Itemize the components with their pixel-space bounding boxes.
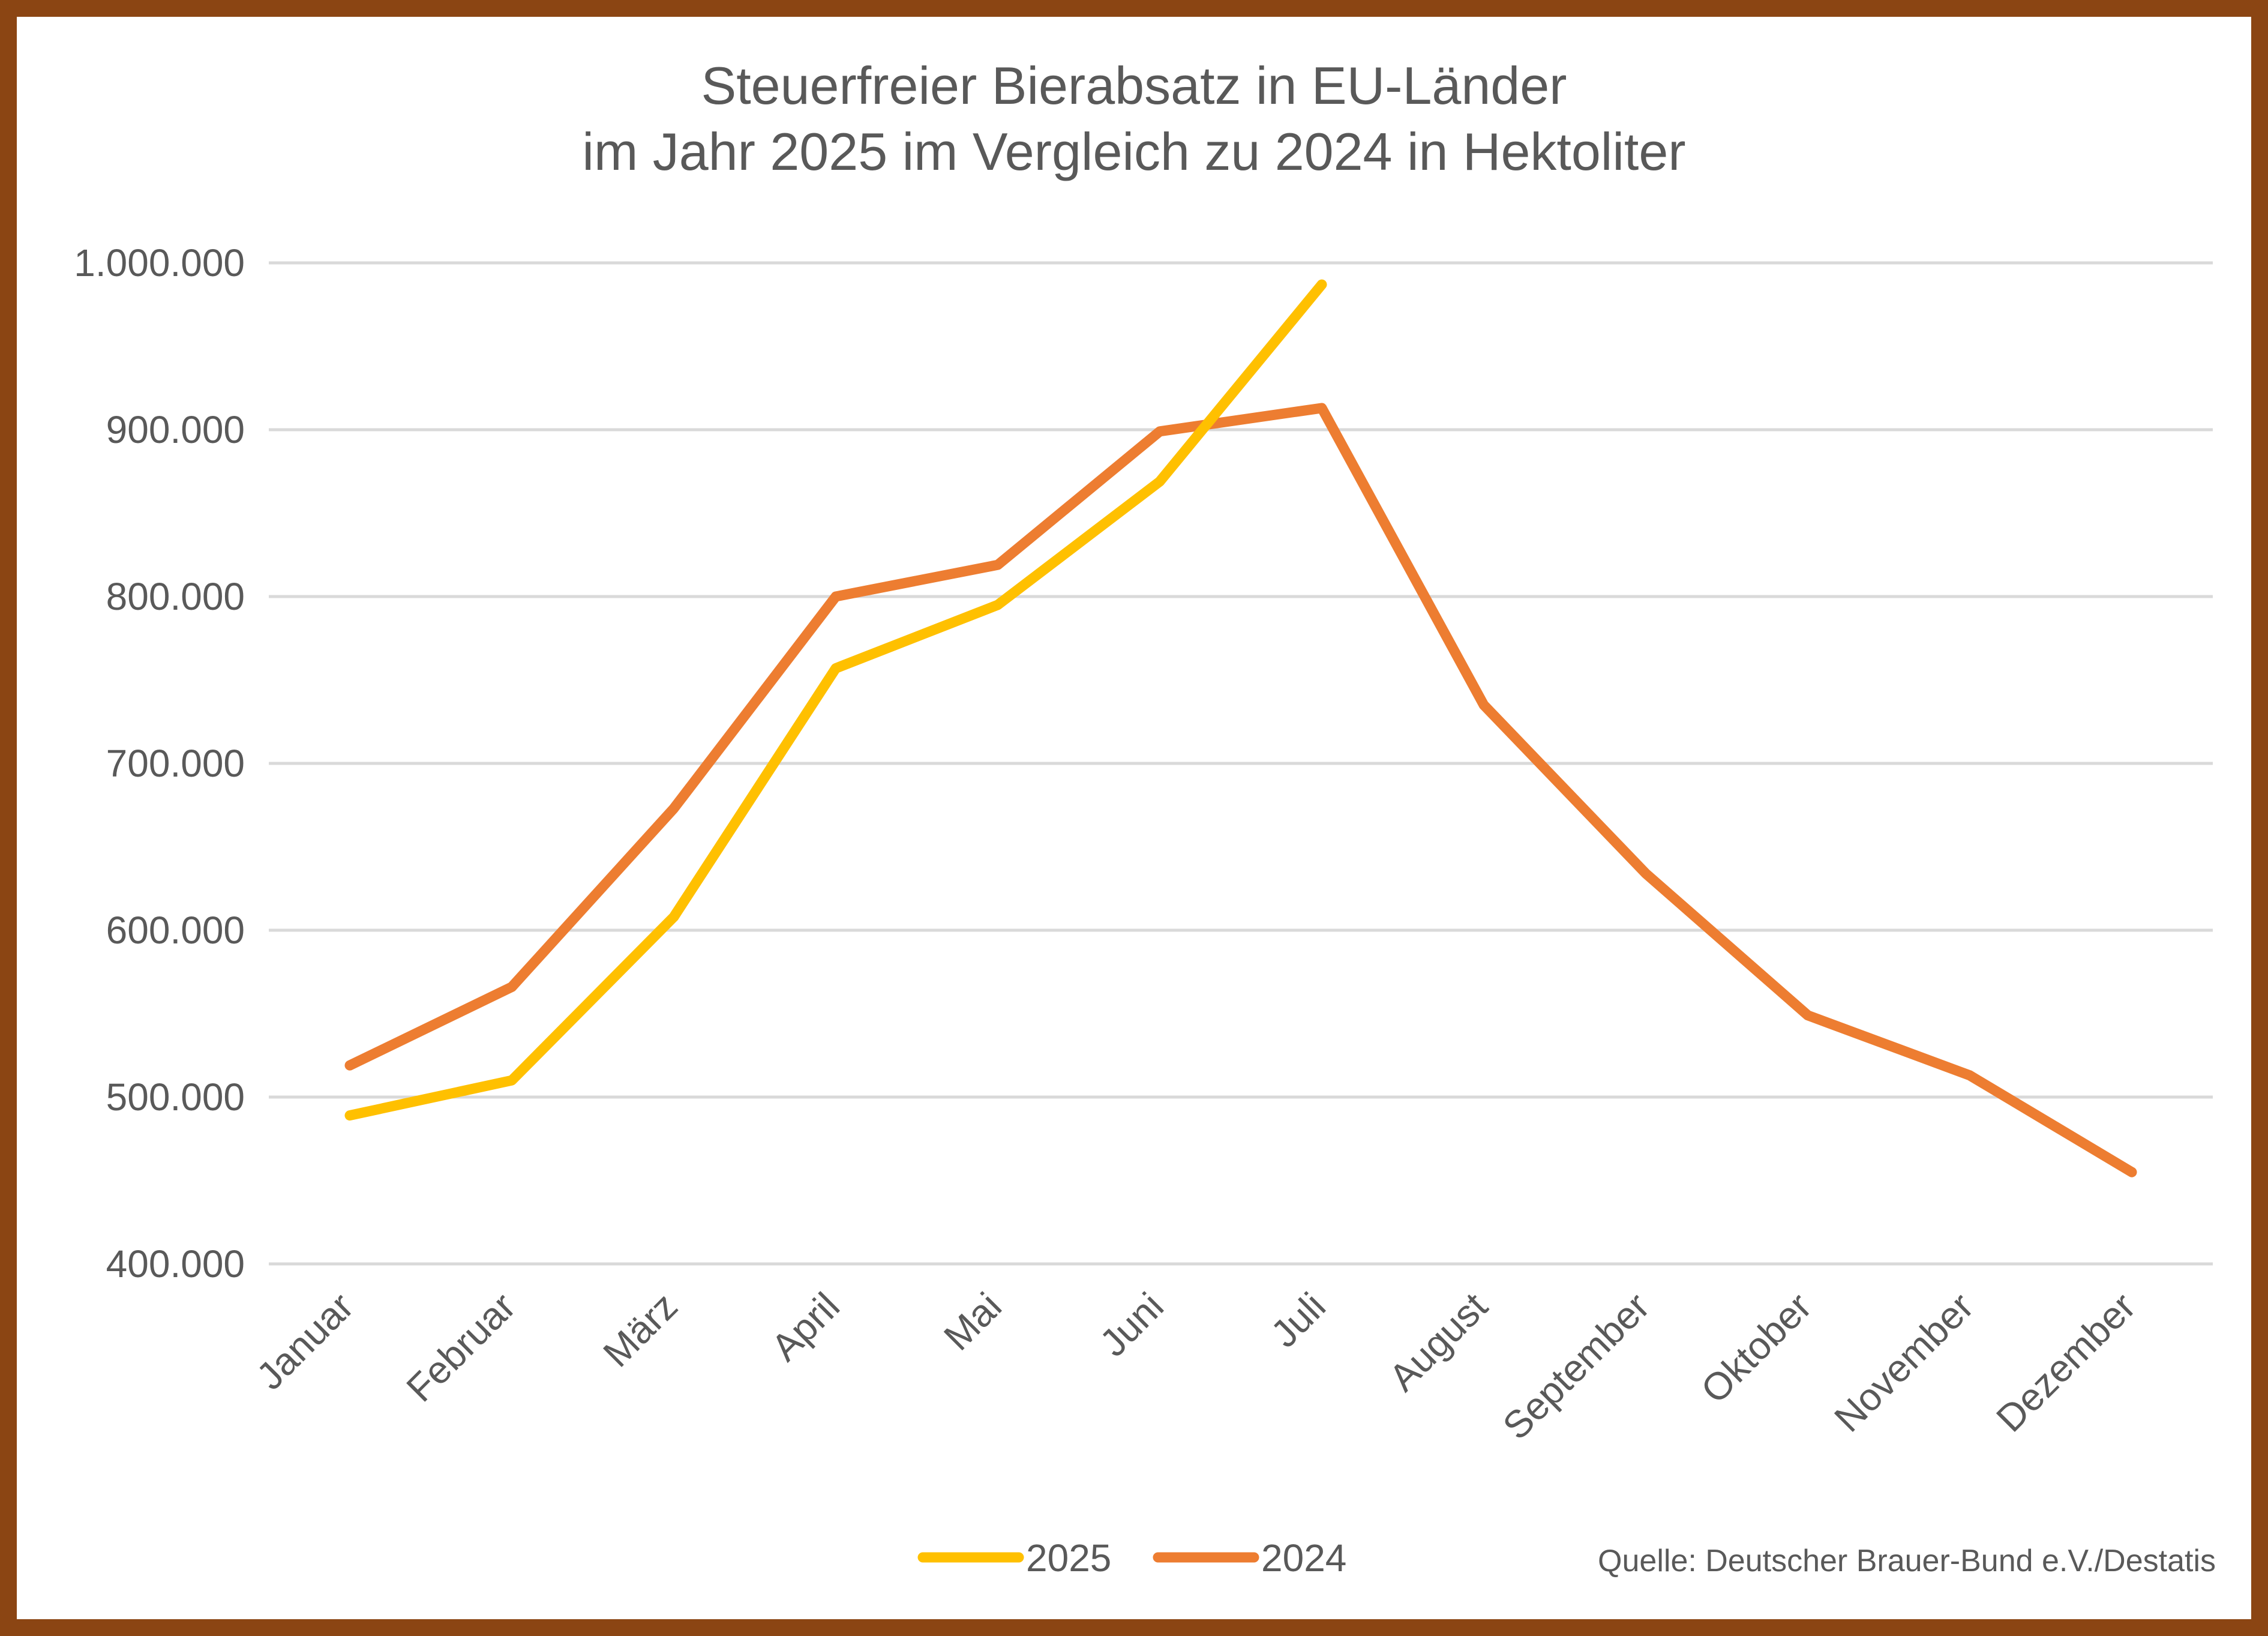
x-axis-ticks: Januar Februar März April Mai Juni Juli AugustS… (248, 1284, 2144, 1448)
chart-title-line-2: im Jahr 2025 im Vergleich zu 2024 in Hek… (582, 122, 1685, 181)
legend-label-2025: 2025 (1026, 1536, 1111, 1580)
x-tick-label: August (1381, 1284, 1496, 1400)
x-tick-label: Mai (935, 1284, 1010, 1359)
x-tick-label: Juli (1262, 1284, 1334, 1356)
y-tick-label: 900.000 (106, 408, 245, 451)
series-line-2025 (344, 279, 1327, 1121)
legend-label-2024: 2024 (1261, 1536, 1346, 1580)
x-tick-label: September (1495, 1284, 1658, 1448)
x-tick-label: Oktober (1693, 1284, 1820, 1412)
legend: 2025 2024 (917, 1536, 1346, 1580)
gridlines (269, 261, 2213, 1266)
source-note: Quelle: Deutscher Brauer-Bund e.V./Desta… (1598, 1544, 2216, 1578)
x-tick-label: Januar (248, 1284, 362, 1398)
y-axis-ticks: 400.000 500.000 600.000 700.000 800.000 900.0… (74, 241, 245, 1286)
series-lines (344, 279, 2137, 1177)
x-tick-label: April (763, 1284, 847, 1369)
y-tick-label: 700.000 (106, 742, 245, 785)
x-tick-label: Februar (398, 1284, 524, 1410)
x-tick-label: März (595, 1284, 685, 1375)
x-tick-label: November (1826, 1284, 1982, 1440)
y-tick-label: 600.000 (106, 909, 245, 952)
chart-title: Steuerfreier Bierabsatz in EU-Länder im … (582, 56, 1685, 181)
line-chart: Steuerfreier Bierabsatz in EU-Länder im … (74, 56, 2216, 1580)
y-tick-label: 800.000 (106, 575, 245, 618)
y-tick-label: 1.000.000 (74, 241, 245, 284)
x-tick-label: Dezember (1988, 1284, 2144, 1440)
chart-title-line-1: Steuerfreier Bierabsatz in EU-Länder (701, 56, 1567, 115)
x-tick-label: Juni (1091, 1284, 1172, 1365)
series-line-2024 (344, 403, 2137, 1177)
y-tick-label: 500.000 (106, 1075, 245, 1119)
y-tick-label: 400.000 (106, 1242, 245, 1286)
